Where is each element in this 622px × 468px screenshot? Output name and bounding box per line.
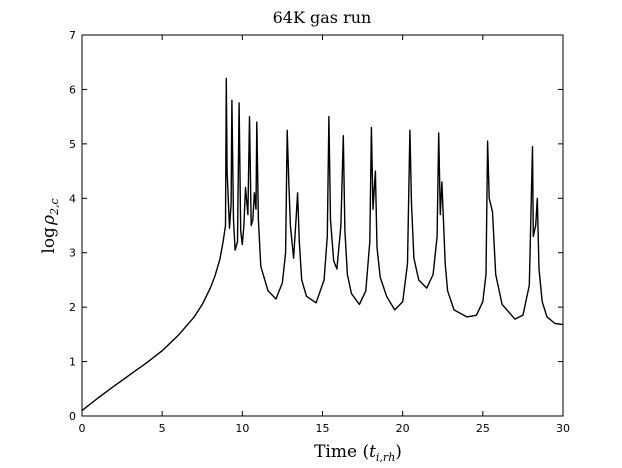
x-tick-label: 10 — [235, 422, 249, 435]
y-axis-ticks: 0 1 2 3 4 5 6 7 — [69, 29, 563, 423]
x-tick-label: 15 — [316, 422, 330, 435]
y-axis-label-subscript: 2,c — [48, 198, 61, 216]
y-tick-label: 7 — [69, 29, 76, 42]
x-axis-label-close: ) — [395, 442, 402, 462]
x-axis-label-subscript: i,rh — [376, 451, 395, 464]
chart-title: 64K gas run — [273, 8, 372, 27]
x-tick-label: 5 — [159, 422, 166, 435]
x-tick-label: 30 — [556, 422, 570, 435]
y-tick-label: 6 — [69, 83, 76, 96]
x-tick-label: 20 — [396, 422, 410, 435]
y-axis-label-main: log — [39, 227, 59, 254]
series-layer — [81, 77, 564, 412]
plot-area — [81, 34, 564, 417]
y-tick-label: 2 — [69, 301, 76, 314]
x-tick-label: 0 — [79, 422, 86, 435]
x-axis-ticks: 0 5 10 15 20 25 30 — [79, 35, 570, 435]
x-tick-label: 25 — [476, 422, 490, 435]
y-tick-label: 3 — [69, 247, 76, 260]
y-tick-label: 4 — [69, 192, 76, 205]
y-tick-label: 5 — [69, 138, 76, 151]
y-tick-label: 1 — [69, 356, 76, 369]
y-axis-label-symbol: ρ — [39, 215, 59, 226]
x-axis-label: Time (ti,rh) — [314, 442, 402, 464]
y-axis-label: logρ2,c — [39, 198, 61, 253]
x-axis-label-symbol: t — [369, 442, 376, 462]
series-line — [81, 77, 564, 412]
x-axis-label-main: Time ( — [314, 442, 369, 462]
y-tick-label: 0 — [69, 410, 76, 423]
